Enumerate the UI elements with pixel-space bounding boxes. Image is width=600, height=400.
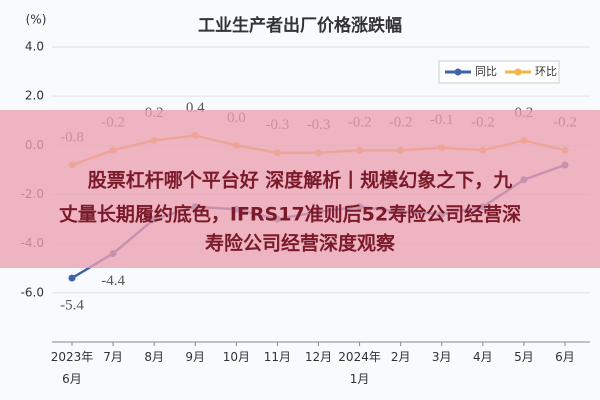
tick-line: 10月 [223, 350, 250, 364]
tick-line: 8月 [144, 350, 164, 364]
legend-marker [514, 68, 522, 76]
x-tick-label: 4月 [473, 350, 493, 364]
point [68, 274, 76, 282]
x-tick-label: 5月 [514, 350, 534, 364]
value-label: -5.4 [60, 298, 84, 314]
legend-label: 同比 [475, 65, 497, 78]
tick-line: 3月 [432, 350, 452, 364]
tick-line: 9月 [185, 350, 205, 364]
x-tick-label: 7月 [103, 350, 123, 364]
y-axis-label: (%) [26, 13, 47, 27]
y-tick-label: 2.0 [25, 89, 44, 103]
legend-marker [454, 68, 462, 76]
x-tick-label: 12月 [305, 350, 332, 364]
x-tick-label: 8月 [144, 350, 164, 364]
overlay-text: 丈量长期履约底色，IFRS17准则后52寿险公司经营深 [59, 203, 521, 226]
tick-line: 2024年 [338, 350, 381, 364]
legend-box [438, 60, 560, 84]
tick-line: 12月 [305, 350, 332, 364]
x-tick-label: 11月 [264, 350, 291, 364]
y-tick-label: 4.0 [25, 40, 44, 54]
tick-line: 11月 [264, 350, 291, 364]
tick-line: 6月 [62, 372, 82, 386]
tick-line: 7月 [103, 350, 123, 364]
tick-line: 1月 [350, 372, 370, 386]
overlay-text: 寿险公司经营深度观察 [205, 232, 396, 255]
tick-line: 2月 [391, 350, 411, 364]
y-tick-label: -6.0 [21, 285, 44, 299]
overlay-banner [0, 110, 600, 268]
chart-title: 工业生产者出厂价格涨跌幅 [198, 15, 402, 36]
tick-line: 6月 [555, 350, 575, 364]
x-tick-label: 3月 [432, 350, 452, 364]
x-tick-label: 6月 [555, 350, 575, 364]
x-tick-label: 10月 [223, 350, 250, 364]
value-label: -4.4 [101, 273, 125, 289]
x-tick-label: 2023年 6月 [51, 350, 94, 386]
x-tick-label: 9月 [185, 350, 205, 364]
legend-label: 环比 [535, 65, 557, 78]
tick-line: 4月 [473, 350, 493, 364]
x-tick-label: 2月 [391, 350, 411, 364]
tick-line: 5月 [514, 350, 534, 364]
overlay-text: 股票杠杆哪个平台好 深度解析丨规模幻象之下，九 [88, 169, 513, 192]
x-tick-label: 2024年 1月 [338, 350, 381, 386]
tick-line: 2023年 [51, 350, 94, 364]
